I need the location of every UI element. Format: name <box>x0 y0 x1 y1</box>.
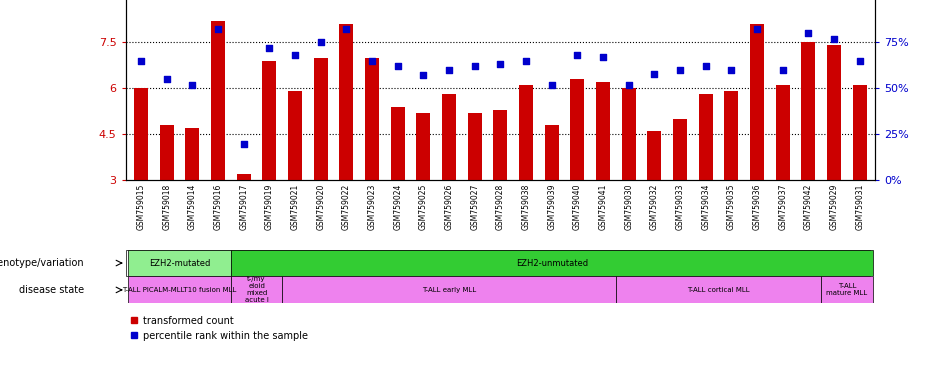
Point <box>185 81 200 88</box>
Bar <box>416 113 430 180</box>
Point <box>672 67 687 73</box>
Text: T-ALL PICALM-MLLT10 fusion MLL: T-ALL PICALM-MLLT10 fusion MLL <box>122 287 236 293</box>
Text: disease state: disease state <box>19 285 84 295</box>
Bar <box>673 119 687 180</box>
Point <box>801 30 816 36</box>
Point <box>210 26 225 32</box>
Bar <box>467 113 482 180</box>
Bar <box>827 45 841 180</box>
Bar <box>365 58 379 180</box>
Point <box>467 63 482 69</box>
Text: genotype/variation: genotype/variation <box>0 258 84 268</box>
Bar <box>571 79 585 180</box>
Point <box>545 81 560 88</box>
Point <box>698 63 713 69</box>
Bar <box>821 276 872 303</box>
Bar <box>185 128 199 180</box>
Point <box>621 81 636 88</box>
Bar <box>493 110 507 180</box>
Bar <box>622 88 636 180</box>
Point <box>570 52 585 58</box>
Point <box>776 67 790 73</box>
Bar <box>596 82 610 180</box>
Point <box>724 67 739 73</box>
Bar <box>314 58 328 180</box>
Point <box>852 58 867 64</box>
Text: T-ALL cortical MLL: T-ALL cortical MLL <box>687 287 749 293</box>
Point <box>339 26 354 32</box>
Text: t-/my
eloid
mixed
acute l: t-/my eloid mixed acute l <box>245 276 268 303</box>
Point <box>288 52 303 58</box>
Point <box>314 39 329 45</box>
Text: T-ALL
mature MLL: T-ALL mature MLL <box>827 283 868 296</box>
Bar <box>519 85 533 180</box>
Bar <box>776 85 789 180</box>
Point <box>236 141 251 147</box>
Bar <box>802 42 816 180</box>
Point <box>159 76 174 82</box>
Text: EZH2-unmutated: EZH2-unmutated <box>516 258 587 268</box>
Bar <box>134 88 148 180</box>
Bar <box>750 24 764 180</box>
Point <box>416 72 431 78</box>
Bar <box>160 125 174 180</box>
Legend: transformed count, percentile rank within the sample: transformed count, percentile rank withi… <box>130 316 308 341</box>
Point <box>519 58 533 64</box>
Point <box>827 35 842 41</box>
Point <box>492 61 507 68</box>
Text: EZH2-mutated: EZH2-mutated <box>149 258 210 268</box>
Bar <box>724 91 738 180</box>
Bar <box>647 131 661 180</box>
Point <box>596 54 611 60</box>
Point <box>262 45 277 51</box>
Bar <box>698 94 713 180</box>
Bar <box>391 107 405 180</box>
Point <box>134 58 149 64</box>
Bar <box>231 250 872 276</box>
Bar <box>211 21 225 180</box>
Text: T-ALL early MLL: T-ALL early MLL <box>422 287 476 293</box>
Bar <box>545 125 559 180</box>
Bar <box>263 61 277 180</box>
Bar <box>288 91 303 180</box>
Bar <box>128 276 231 303</box>
Bar <box>236 174 250 180</box>
Bar <box>282 276 616 303</box>
Point <box>365 58 380 64</box>
Bar <box>340 24 354 180</box>
Point <box>390 63 405 69</box>
Bar <box>442 94 456 180</box>
Point <box>441 67 456 73</box>
Bar <box>853 85 867 180</box>
Bar <box>231 276 282 303</box>
Bar <box>128 250 231 276</box>
Bar <box>616 276 821 303</box>
Point <box>749 26 764 32</box>
Point <box>647 71 662 77</box>
